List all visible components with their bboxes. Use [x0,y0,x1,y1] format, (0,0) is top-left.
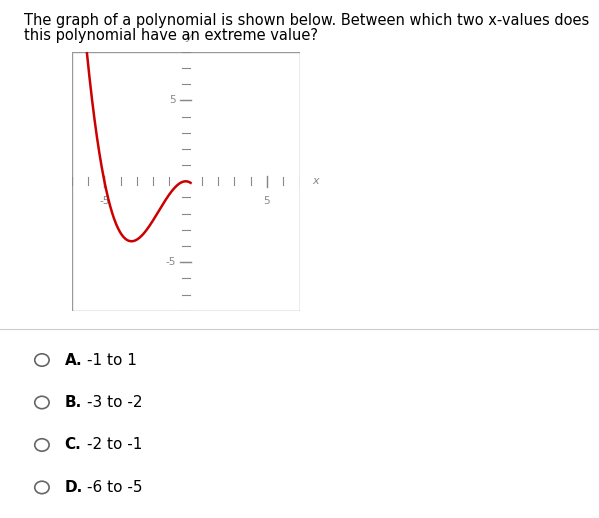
Text: The graph of a polynomial is shown below. Between which two x-values does: The graph of a polynomial is shown below… [24,13,589,28]
Text: y: y [186,32,192,42]
Text: 5: 5 [264,196,270,206]
Text: -5: -5 [99,196,110,206]
Text: -5: -5 [165,257,176,267]
Text: D.: D. [65,480,83,495]
Text: -3 to -2: -3 to -2 [87,395,143,410]
Text: x: x [313,176,319,186]
Text: C.: C. [65,438,81,452]
Text: 5: 5 [170,95,176,105]
Text: B.: B. [65,395,82,410]
Text: A.: A. [65,353,82,367]
Text: -2 to -1: -2 to -1 [87,438,142,452]
Text: -1 to 1: -1 to 1 [87,353,137,367]
Text: -6 to -5: -6 to -5 [87,480,143,495]
Text: this polynomial have an extreme value?: this polynomial have an extreme value? [24,28,318,44]
